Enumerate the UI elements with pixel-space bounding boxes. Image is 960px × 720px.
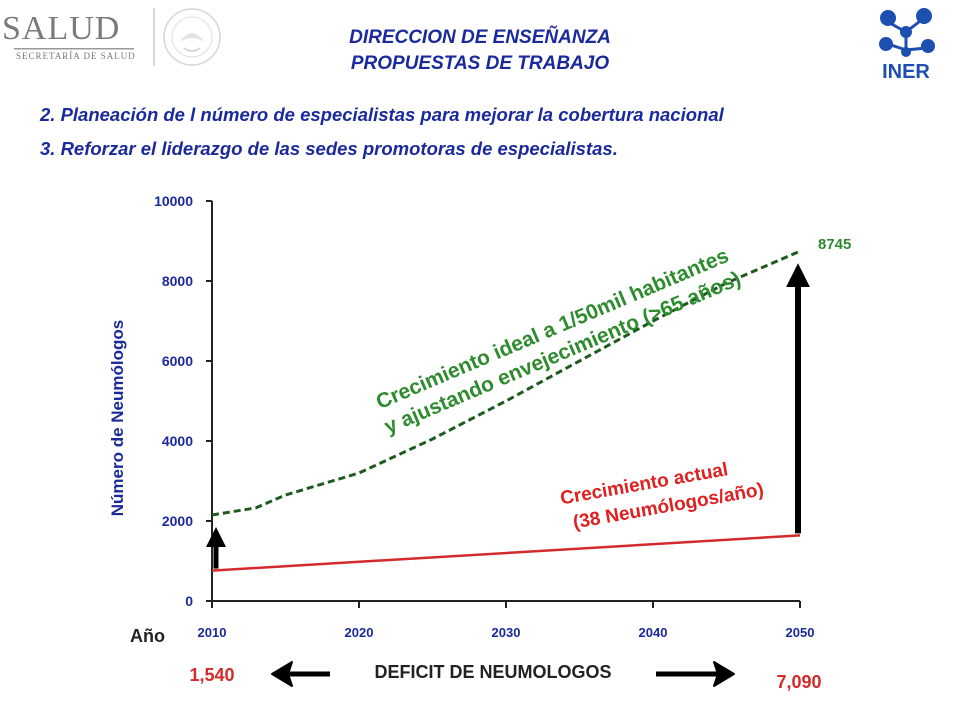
y-tick-label: 4000 xyxy=(162,433,193,449)
chart-overlays: 8745 Crecimiento ideal a 1/50mil habitant… xyxy=(189,236,851,692)
ideal-growth-label-line2: y ajustando envejecimiento (>65 años) xyxy=(381,267,744,438)
x-tick-label: 2010 xyxy=(198,625,227,640)
series-line-ideal xyxy=(211,249,801,517)
y-tick-label: 10000 xyxy=(154,193,193,209)
series-line-actual xyxy=(211,534,801,572)
x-axis-title: Año xyxy=(130,626,165,646)
y-axis-title: Número de Neumólogos xyxy=(108,320,127,516)
ideal-growth-label: Crecimiento ideal a 1/50mil habitantesy … xyxy=(373,244,744,439)
page-title-line1: DIRECCION DE ENSEÑANZA xyxy=(349,27,611,48)
x-tick-label: 2050 xyxy=(786,625,815,640)
end-value-label: 8745 xyxy=(818,236,851,253)
ideal-growth-label-line1: Crecimiento ideal a 1/50mil habitantes xyxy=(373,244,732,414)
actual-growth-label: Crecimiento actual(38 Neumólogos/año) xyxy=(559,459,766,533)
chart-series xyxy=(211,249,801,572)
goal-item-3: 3. Reforzar el liderazgo de las sedes pr… xyxy=(40,138,618,159)
y-tick-label: 0 xyxy=(185,593,193,609)
x-tick-label: 2020 xyxy=(345,625,374,640)
deficit-label: DEFICIT DE NEUMOLOGOS xyxy=(374,662,611,682)
deficit-end-value: 7,090 xyxy=(776,672,821,692)
salud-logo-divider xyxy=(14,48,134,50)
deficit-start-value: 1,540 xyxy=(189,665,234,685)
deficit-arrow-left-head xyxy=(271,661,293,687)
deficit-arrow-right-head xyxy=(713,661,735,687)
goal-item-2: 2. Planeación de l número de especialist… xyxy=(40,104,724,125)
x-tick-label: 2040 xyxy=(639,625,668,640)
salud-logo-text: SALUD xyxy=(2,10,121,47)
iner-logo-text: INER xyxy=(882,61,930,82)
mexican-seal-icon xyxy=(153,8,221,66)
iner-logo-icon: INER xyxy=(879,8,935,82)
x-tick-label: 2030 xyxy=(492,625,521,640)
y-tick-label: 2000 xyxy=(162,513,193,529)
y-tick-label: 8000 xyxy=(162,273,193,289)
page-title-line2: PROPUESTAS DE TRABAJO xyxy=(350,53,610,74)
salud-logo-subtext: SECRETARÍA DE SALUD xyxy=(16,51,136,61)
y-tick-label: 6000 xyxy=(162,353,193,369)
